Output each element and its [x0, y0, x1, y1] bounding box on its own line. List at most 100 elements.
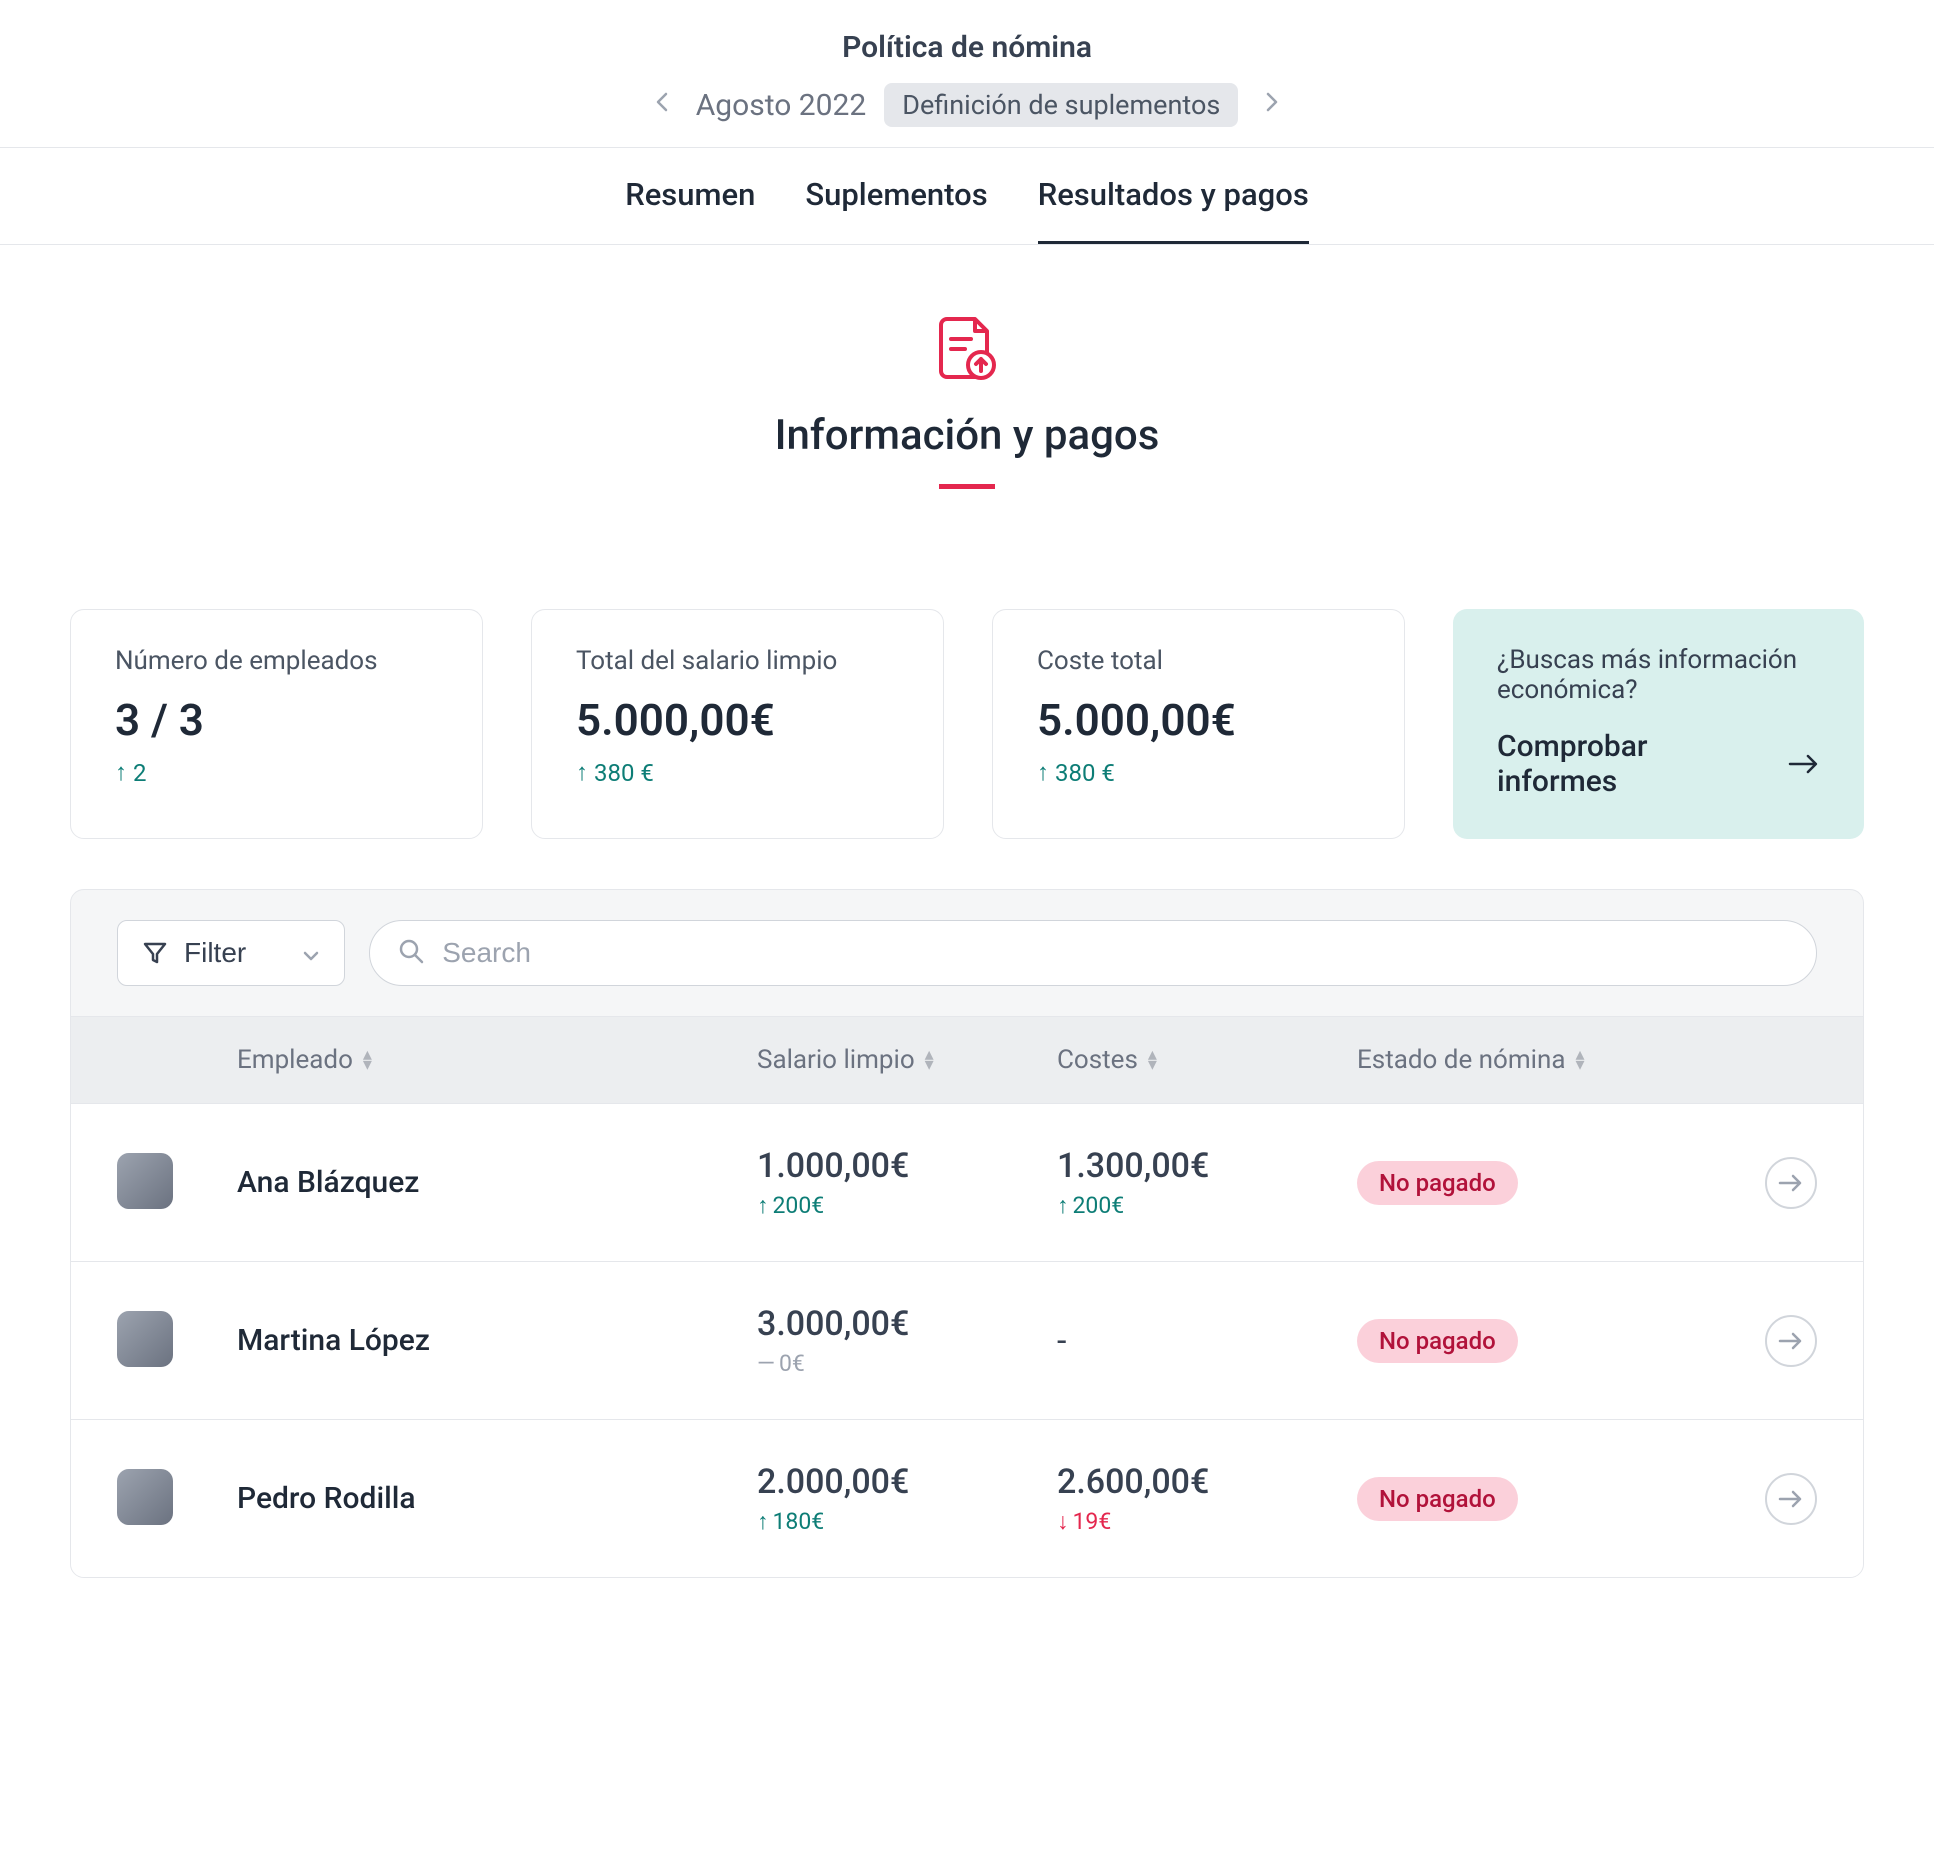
th-net-salary[interactable]: Salario limpio ▴▾ — [757, 1045, 1057, 1075]
arrow-up-icon: ↑ — [757, 1508, 769, 1535]
cost-cell: 2.600,00€ ↓ 19€ — [1057, 1462, 1357, 1535]
tab-bar: Resumen Suplementos Resultados y pagos — [0, 148, 1934, 245]
table-row: Martina López 3.000,00€ — 0€ - No pagado — [71, 1262, 1863, 1420]
sort-icon: ▴▾ — [925, 1050, 934, 1070]
table-controls: Filter — [71, 890, 1863, 1016]
salary-amount: 2.000,00€ — [757, 1462, 1057, 1502]
period-status-badge: Definición de suplementos — [884, 83, 1238, 127]
delta: — 0€ — [757, 1350, 1057, 1377]
stat-delta: ↑ 380 € — [576, 758, 899, 787]
cost-cell: - — [1057, 1321, 1357, 1361]
filter-label: Filter — [184, 937, 246, 969]
arrow-up-icon: ↑ — [757, 1192, 769, 1219]
status-badge: No pagado — [1357, 1477, 1518, 1521]
delta-value: 200€ — [773, 1192, 825, 1219]
table-row: Pedro Rodilla 2.000,00€ ↑ 180€ 2.600,00€… — [71, 1420, 1863, 1577]
stat-delta-value: 2 — [133, 759, 147, 787]
hero-title: Información y pagos — [0, 411, 1934, 460]
stat-card-employees: Número de empleados 3 / 3 ↑ 2 — [70, 609, 483, 839]
stat-label: Coste total — [1037, 646, 1360, 676]
stat-delta-value: 380 € — [1055, 759, 1115, 787]
th-label: Empleado — [237, 1045, 353, 1075]
delta: ↓ 19€ — [1057, 1508, 1357, 1535]
filter-icon — [142, 940, 168, 966]
info-card-reports: ¿Buscas más información económica? Compr… — [1453, 609, 1864, 839]
stat-delta: ↑ 380 € — [1037, 758, 1360, 787]
cost-amount: 2.600,00€ — [1057, 1462, 1357, 1502]
chevron-left-icon — [654, 90, 670, 114]
table-header-row: Empleado ▴▾ Salario limpio ▴▾ Costes ▴▾ … — [71, 1016, 1863, 1104]
employee-name: Martina López — [237, 1323, 757, 1358]
cost-amount: 1.300,00€ — [1057, 1146, 1357, 1186]
cost-amount: - — [1057, 1321, 1357, 1361]
stat-value: 5.000,00€ — [576, 694, 899, 746]
status-badge: No pagado — [1357, 1319, 1518, 1363]
stats-row: Número de empleados 3 / 3 ↑ 2 Total del … — [0, 529, 1934, 839]
check-reports-link[interactable]: Comprobar informes — [1497, 729, 1820, 799]
arrow-up-icon: ↑ — [1037, 758, 1049, 787]
page-title: Política de nómina — [0, 30, 1934, 65]
tab-suplementos[interactable]: Suplementos — [805, 176, 987, 244]
delta-value: 0€ — [779, 1350, 805, 1377]
th-status[interactable]: Estado de nómina ▴▾ — [1357, 1045, 1677, 1075]
employee-name: Pedro Rodilla — [237, 1481, 757, 1516]
th-label: Salario limpio — [757, 1045, 915, 1075]
table-row: Ana Blázquez 1.000,00€ ↑ 200€ 1.300,00€↑… — [71, 1104, 1863, 1262]
chevron-down-icon — [302, 937, 320, 969]
status-badge: No pagado — [1357, 1161, 1518, 1205]
th-employee[interactable]: Empleado ▴▾ — [237, 1045, 757, 1075]
period-selector: Agosto 2022 Definición de suplementos — [0, 83, 1934, 127]
stat-value: 5.000,00€ — [1037, 694, 1360, 746]
stat-card-net-salary: Total del salario limpio 5.000,00€ ↑ 380… — [531, 609, 944, 839]
salary-cell: 2.000,00€ ↑ 180€ — [757, 1462, 1057, 1535]
search-wrap — [369, 920, 1817, 986]
row-detail-button[interactable] — [1765, 1315, 1817, 1367]
delta: ↑ 200€ — [757, 1192, 1057, 1219]
prev-period-button[interactable] — [646, 86, 678, 125]
avatar — [117, 1469, 173, 1525]
stat-delta: ↑ 2 — [115, 758, 438, 787]
arrow-flat-icon: — — [757, 1350, 775, 1377]
search-input[interactable] — [369, 920, 1817, 986]
employee-table: Filter Empleado ▴▾ Salario limpio ▴▾ Cos… — [70, 889, 1864, 1578]
hero-underline — [939, 484, 995, 489]
salary-cell: 1.000,00€ ↑ 200€ — [757, 1146, 1057, 1219]
chevron-right-icon — [1264, 90, 1280, 114]
table-body: Ana Blázquez 1.000,00€ ↑ 200€ 1.300,00€↑… — [71, 1104, 1863, 1577]
salary-amount: 3.000,00€ — [757, 1304, 1057, 1344]
sort-icon: ▴▾ — [363, 1050, 372, 1070]
stat-label: Número de empleados — [115, 646, 438, 676]
page-header: Política de nómina Agosto 2022 Definició… — [0, 0, 1934, 148]
th-label: Costes — [1057, 1045, 1138, 1075]
arrow-up-icon: ↑ — [1057, 1192, 1069, 1219]
search-icon — [397, 937, 425, 969]
delta: ↑ 200€ — [1057, 1192, 1357, 1219]
filter-button[interactable]: Filter — [117, 920, 345, 986]
hero-section: Información y pagos — [0, 245, 1934, 529]
delta-value: 200€ — [1073, 1192, 1125, 1219]
tab-resultados[interactable]: Resultados y pagos — [1038, 176, 1309, 244]
row-detail-button[interactable] — [1765, 1157, 1817, 1209]
sort-icon: ▴▾ — [1576, 1050, 1585, 1070]
avatar — [117, 1153, 173, 1209]
stat-value: 3 / 3 — [115, 694, 438, 746]
period-label: Agosto 2022 — [696, 88, 867, 123]
th-costs[interactable]: Costes ▴▾ — [1057, 1045, 1357, 1075]
delta: ↑ 180€ — [757, 1508, 1057, 1535]
info-card-cta-label: Comprobar informes — [1497, 729, 1774, 799]
arrow-up-icon: ↑ — [115, 758, 127, 787]
salary-amount: 1.000,00€ — [757, 1146, 1057, 1186]
avatar — [117, 1311, 173, 1367]
arrow-right-icon — [1778, 1489, 1804, 1509]
tab-resumen[interactable]: Resumen — [625, 176, 755, 244]
th-label: Estado de nómina — [1357, 1045, 1566, 1075]
arrow-down-icon: ↓ — [1057, 1508, 1069, 1535]
delta-value: 19€ — [1073, 1508, 1112, 1535]
salary-cell: 3.000,00€ — 0€ — [757, 1304, 1057, 1377]
next-period-button[interactable] — [1256, 86, 1288, 125]
stat-delta-value: 380 € — [594, 759, 654, 787]
sort-icon: ▴▾ — [1148, 1050, 1157, 1070]
delta-value: 180€ — [773, 1508, 825, 1535]
arrow-up-icon: ↑ — [576, 758, 588, 787]
row-detail-button[interactable] — [1765, 1473, 1817, 1525]
